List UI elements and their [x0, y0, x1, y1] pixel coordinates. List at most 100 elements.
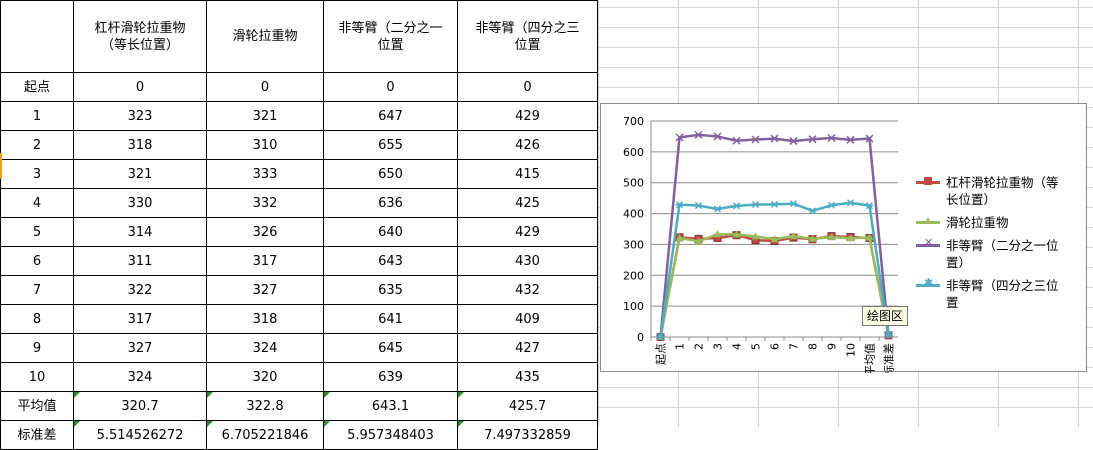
- row-label-cell[interactable]: 2: [0, 130, 74, 160]
- data-cell[interactable]: 5.514526272: [73, 420, 207, 450]
- data-point: [713, 230, 722, 238]
- data-cell[interactable]: 317: [206, 246, 324, 276]
- data-cell[interactable]: 317: [73, 304, 207, 334]
- data-cell[interactable]: 327: [206, 275, 324, 305]
- data-cell[interactable]: 非等臂（四分之三 位置: [457, 0, 598, 73]
- x-tick-label: 标准差: [882, 343, 896, 373]
- line-chart[interactable]: 0 100 200 300 400 500 600 700 起点 1 2 3 4 5 6 7 8 9 10 平均值 标准…: [600, 103, 1088, 373]
- row-label-cell[interactable]: 10: [0, 362, 74, 392]
- data-cell[interactable]: 643.1: [323, 391, 458, 421]
- data-cell[interactable]: 640: [323, 217, 458, 247]
- data-point: [865, 134, 874, 143]
- data-cell[interactable]: 435: [457, 362, 598, 392]
- data-cell[interactable]: 332: [206, 188, 324, 218]
- y-tick-label: 700: [623, 115, 644, 128]
- data-cell[interactable]: 641: [323, 304, 458, 334]
- data-cell[interactable]: 425.7: [457, 391, 598, 421]
- data-cell[interactable]: 327: [73, 333, 207, 363]
- row-label-cell[interactable]: 6: [0, 246, 74, 276]
- y-tick-label: 300: [623, 238, 644, 251]
- data-cell[interactable]: 6.705221846: [206, 420, 324, 450]
- data-cell[interactable]: 650: [323, 159, 458, 189]
- data-cell[interactable]: 432: [457, 275, 598, 305]
- row-label-cell[interactable]: 9: [0, 333, 74, 363]
- data-cell[interactable]: 0: [206, 72, 324, 102]
- data-cell[interactable]: 320.7: [73, 391, 207, 421]
- legend-item[interactable]: ✕ 非等臂（二分之一位 置）: [916, 237, 1086, 271]
- data-point: [656, 333, 665, 341]
- data-cell[interactable]: 321: [73, 159, 207, 189]
- data-cell[interactable]: 429: [457, 101, 598, 131]
- data-cell[interactable]: 324: [206, 333, 324, 363]
- data-cell[interactable]: 645: [323, 333, 458, 363]
- data-cell[interactable]: 323: [73, 101, 207, 131]
- row-label-cell[interactable]: 起点: [0, 72, 74, 102]
- data-cell[interactable]: 430: [457, 246, 598, 276]
- row-label-cell[interactable]: 4: [0, 188, 74, 218]
- data-cell[interactable]: 321: [206, 101, 324, 131]
- data-cell[interactable]: 639: [323, 362, 458, 392]
- row-label-cell[interactable]: 1: [0, 101, 74, 131]
- data-point: [694, 130, 703, 139]
- row-label-cell[interactable]: 平均值: [0, 391, 74, 421]
- chart-plot[interactable]: 0 100 200 300 400 500 600 700 起点 1 2 3 4 5 6 7 8 9 10 平均值 标准…: [601, 104, 1088, 373]
- data-cell[interactable]: 7.497332859: [457, 420, 598, 450]
- row-label-cell[interactable]: [0, 0, 74, 73]
- x-tick-label: 6: [769, 343, 782, 350]
- legend-marker-icon: ✱: [924, 276, 934, 289]
- data-cell[interactable]: 311: [73, 246, 207, 276]
- data-cell[interactable]: 655: [323, 130, 458, 160]
- data-cell[interactable]: 非等臂（二分之一 位置: [323, 0, 458, 73]
- row-label-cell[interactable]: 3: [0, 159, 74, 189]
- data-cell[interactable]: 0: [457, 72, 598, 102]
- data-cell[interactable]: 310: [206, 130, 324, 160]
- data-cell[interactable]: 320: [206, 362, 324, 392]
- series-line: [659, 201, 890, 338]
- row-label-cell[interactable]: 8: [0, 304, 74, 334]
- data-cell[interactable]: 409: [457, 304, 598, 334]
- data-cell[interactable]: 415: [457, 159, 598, 189]
- row-label-cell[interactable]: 标准差: [0, 420, 74, 450]
- data-cell[interactable]: 429: [457, 217, 598, 247]
- data-cell[interactable]: 0: [73, 72, 207, 102]
- data-cell[interactable]: 滑轮拉重物: [206, 0, 324, 73]
- legend-item[interactable]: 杠杆滑轮拉重物（等 长位置）: [916, 174, 1086, 208]
- data-cell[interactable]: 635: [323, 275, 458, 305]
- legend-label: 非等臂（四分之三位: [946, 278, 1059, 293]
- data-point: [694, 202, 703, 210]
- data-cell[interactable]: 324: [73, 362, 207, 392]
- data-cell[interactable]: 333: [206, 159, 324, 189]
- data-cell[interactable]: 647: [323, 101, 458, 131]
- data-cell[interactable]: 322: [73, 275, 207, 305]
- data-point: [675, 201, 684, 209]
- data-cell[interactable]: 427: [457, 333, 598, 363]
- row-label-cell[interactable]: 5: [0, 217, 74, 247]
- data-point: [808, 135, 817, 144]
- data-cell[interactable]: 426: [457, 130, 598, 160]
- data-table: 杠杆滑轮拉重物 （等长位置） 滑轮拉重物 非等臂（二分之一 位置 非等臂（四分之三 位…: [0, 0, 598, 450]
- row-label-cell[interactable]: 7: [0, 275, 74, 305]
- data-cell[interactable]: 318: [73, 130, 207, 160]
- legend-item[interactable]: 滑轮拉重物: [916, 214, 1086, 231]
- plot-area-tooltip: 绘图区: [862, 306, 909, 326]
- x-tick-label: 4: [731, 343, 744, 350]
- data-cell[interactable]: 5.957348403: [323, 420, 458, 450]
- legend-item[interactable]: ✱ 非等臂（四分之三位置: [916, 277, 1086, 311]
- x-tick-label: 1: [674, 343, 687, 350]
- data-cell[interactable]: 643: [323, 246, 458, 276]
- data-cell[interactable]: 322.8: [206, 391, 324, 421]
- data-point: [808, 207, 817, 215]
- data-cell[interactable]: 318: [206, 304, 324, 334]
- data-cell[interactable]: 0: [323, 72, 458, 102]
- data-cell[interactable]: 326: [206, 217, 324, 247]
- data-cell[interactable]: 杠杆滑轮拉重物 （等长位置）: [73, 0, 207, 73]
- data-cell[interactable]: 636: [323, 188, 458, 218]
- data-cell[interactable]: 330: [73, 188, 207, 218]
- data-cell[interactable]: 425: [457, 188, 598, 218]
- y-tick-label: 400: [623, 208, 644, 221]
- data-cell[interactable]: 314: [73, 217, 207, 247]
- data-point: [751, 201, 760, 209]
- data-point: [789, 200, 798, 208]
- data-point: [827, 233, 836, 241]
- chart-legend[interactable]: 杠杆滑轮拉重物（等 长位置） 滑轮拉重物 ✕ 非等臂（二分之一位 置） ✱ 非等臂（四分之三位…: [916, 174, 1086, 317]
